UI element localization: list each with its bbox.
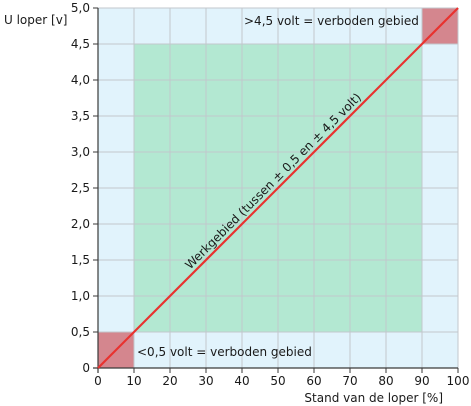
y-axis-title: U loper [v] (4, 13, 68, 27)
annotation-top-forbidden: >4,5 volt = verboden gebied (244, 14, 419, 28)
y-tick-label-10: 5,0 (71, 1, 90, 15)
series (97, 7, 459, 369)
y-tick-label-4: 2,0 (71, 217, 90, 231)
x-tick-label-1: 10 (126, 374, 141, 388)
x-tick-label-8: 80 (378, 374, 393, 388)
x-axis-title: Stand van de loper [%] (304, 391, 443, 405)
y-tick-label-1: 0,5 (71, 325, 90, 339)
y-tick-label-3: 1,5 (71, 253, 90, 267)
y-tick-label-2: 1,0 (71, 289, 90, 303)
tick-labels: 0 10 20 30 40 50 60 70 80 90 100 0 0,5 1,0 1,5 2,0 2,5 3,… (71, 1, 470, 388)
x-tick-label-5: 50 (270, 374, 285, 388)
y-tick-label-7: 3,5 (71, 109, 90, 123)
x-tick-label-9: 90 (414, 374, 429, 388)
axes (93, 7, 459, 373)
x-tick-label-7: 70 (342, 374, 357, 388)
y-tick-label-6: 3,0 (71, 145, 90, 159)
y-tick-label-8: 4,0 (71, 73, 90, 87)
y-tick-label-5: 2,5 (71, 181, 90, 195)
x-tick-label-6: 60 (306, 374, 321, 388)
x-tick-label-4: 40 (234, 374, 249, 388)
gridlines (98, 7, 459, 368)
x-tick-label-10: 100 (447, 374, 470, 388)
series-line-0 (97, 7, 459, 369)
x-tick-label-2: 20 (162, 374, 177, 388)
y-tick-label-9: 4,5 (71, 37, 90, 51)
x-tick-label-0: 0 (94, 374, 102, 388)
y-tick-label-0: 0 (82, 361, 90, 375)
x-tick-label-3: 30 (198, 374, 213, 388)
annotation-bottom-forbidden: <0,5 volt = verboden gebied (137, 345, 312, 359)
